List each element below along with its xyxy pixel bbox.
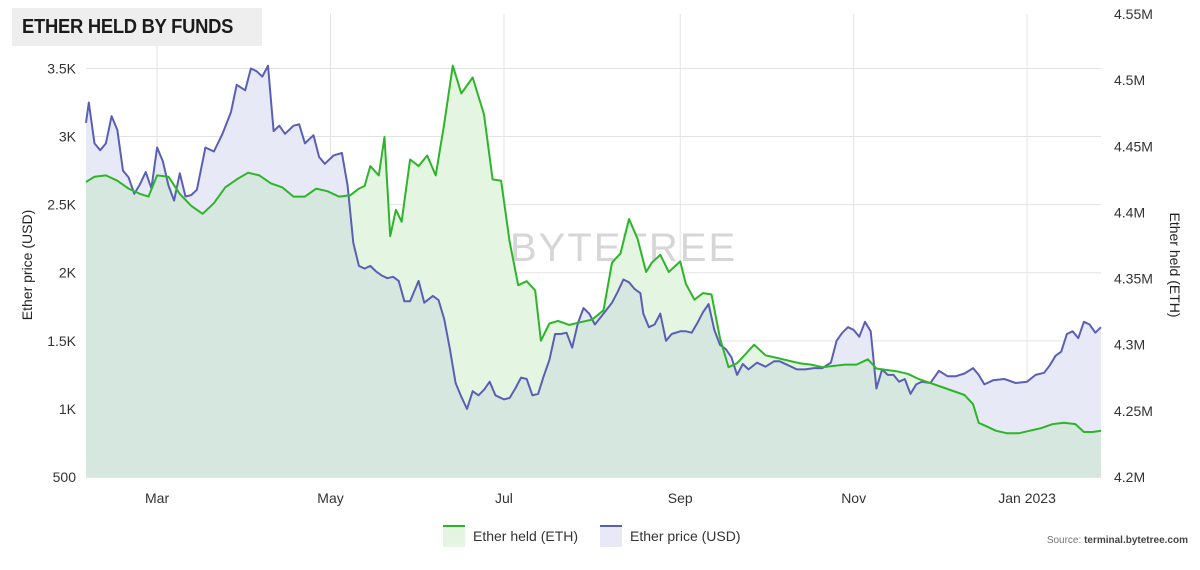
source-prefix: Source: [1046,535,1085,546]
price-series-line [85,64,1102,410]
left-tick-label: 2.5K [47,197,76,213]
legend-item-price[interactable]: Ether price (USD) [600,525,741,547]
x-tick-label: Sep [668,490,693,506]
legend: Ether held (ETH) Ether price (USD) [443,525,741,547]
left-tick-label: 500 [53,469,77,485]
series-lines [85,64,1102,435]
left-tick-label: 1.5K [47,333,76,349]
x-tick-label: Nov [841,490,866,506]
area-fills [86,65,1101,477]
right-tick-label: 4.2M [1114,469,1145,485]
right-tick-label: 4.3M [1114,337,1145,353]
left-tick-label: 3.5K [47,60,76,76]
legend-swatch-held [443,525,465,547]
overlap-area [86,65,1101,477]
source-site[interactable]: terminal.bytetree.com [1084,535,1188,546]
right-tick-label: 4.4M [1114,204,1145,220]
right-axis-title: Ether held (ETH) [1167,212,1183,317]
right-axis: 4.2M 4.25M 4.3M 4.35M 4.4M 4.45M 4.5M 4.55M [1114,6,1153,485]
x-tick-label: Mar [145,490,169,506]
held-series-line [85,64,1102,435]
right-tick-label: 4.5M [1114,72,1145,88]
legend-label-price: Ether price (USD) [630,528,741,544]
right-tick-label: 4.35M [1114,271,1153,287]
x-tick-label: Jul [495,490,513,506]
left-tick-label: 3K [59,129,77,145]
right-tick-label: 4.55M [1114,6,1153,22]
x-tick-label: Jan 2023 [998,490,1056,506]
legend-swatch-price [600,525,623,547]
legend-label-held: Ether held (ETH) [473,528,579,544]
left-axis-title: Ether price (USD) [19,210,35,320]
source-note: Source: terminal.bytetree.com [1047,535,1188,546]
legend-item-held[interactable]: Ether held (ETH) [443,525,578,547]
left-axis: 500 1K 1.5K 2K 2.5K 3K 3.5K [47,60,76,485]
x-axis: Mar May Jul Sep Nov Jan 2023 [145,490,1056,506]
right-tick-label: 4.45M [1114,138,1153,154]
left-tick-label: 1K [59,401,77,417]
left-tick-label: 2K [59,265,77,281]
x-tick-label: May [317,490,343,506]
right-tick-label: 4.25M [1114,403,1153,419]
chart-title: ETHER HELD BY FUNDS [22,15,234,38]
chart-title-box: ETHER HELD BY FUNDS [12,8,262,46]
